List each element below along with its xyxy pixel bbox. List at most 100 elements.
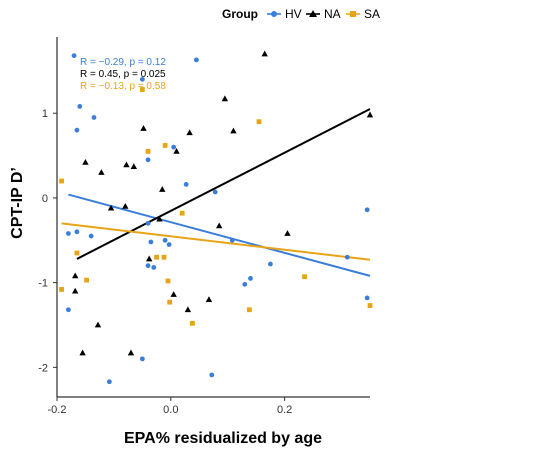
data-point-hv <box>91 115 97 120</box>
stat-annotation-hv: R = −0.29, p = 0.12 <box>80 57 166 68</box>
stat-annotation-na: R = 0.45, p = 0.025 <box>80 69 166 80</box>
data-point-hv <box>171 144 177 150</box>
data-point-na <box>107 204 115 211</box>
x-tick-label: 0.2 <box>277 404 292 416</box>
data-point-hv <box>71 53 77 59</box>
data-point-sa <box>154 254 159 260</box>
data-point-sa <box>256 119 262 125</box>
data-point-hv <box>77 104 83 109</box>
data-point-na <box>123 161 130 168</box>
data-point-na <box>72 287 79 294</box>
data-point-na <box>94 321 102 328</box>
y-tick-label: -2 <box>38 362 48 374</box>
y-axis-title: CPT-IP D’ <box>9 167 26 239</box>
data-point-hv <box>65 307 71 313</box>
legend-title: Group <box>222 7 258 21</box>
data-point-sa <box>167 299 173 305</box>
legend-label-hv: HV <box>285 7 302 21</box>
fit-line-sa <box>61 222 371 261</box>
legend: Group HV NA SA <box>222 7 380 21</box>
data-point-na <box>156 215 163 222</box>
legend-key-marker-sa <box>350 11 356 17</box>
data-point-hv <box>74 127 80 133</box>
legend-entry-sa: SA <box>346 7 380 21</box>
data-point-sa <box>165 278 171 284</box>
data-point-na <box>284 230 291 236</box>
data-point-na <box>205 296 213 302</box>
data-point-na <box>230 127 237 134</box>
data-point-hv <box>344 254 350 260</box>
fit-line-hv <box>68 193 371 277</box>
data-point-hv <box>145 157 151 163</box>
data-point-hv <box>268 261 273 267</box>
data-point-sa <box>145 148 151 154</box>
data-point-hv <box>106 379 112 385</box>
legend-label-na: NA <box>324 7 341 21</box>
data-point-hv <box>209 372 215 378</box>
data-point-na <box>215 222 223 229</box>
data-point-na <box>159 186 166 192</box>
data-point-hv <box>162 237 168 243</box>
data-point-hv <box>248 276 253 281</box>
data-points <box>59 50 374 385</box>
data-point-na <box>130 163 138 169</box>
x-ticks: -0.2 0.0 0.2 <box>48 397 292 416</box>
data-point-hv <box>74 229 80 235</box>
y-ticks: -2 -1 0 1 <box>38 108 57 374</box>
data-point-hv <box>229 237 235 243</box>
legend-entry-hv: HV <box>267 7 302 21</box>
data-point-sa <box>162 143 168 148</box>
data-point-hv <box>242 281 248 287</box>
data-point-hv <box>145 263 151 269</box>
data-point-na <box>140 125 147 131</box>
data-point-sa <box>74 250 80 256</box>
data-point-hv <box>139 76 145 82</box>
data-point-na <box>221 95 229 102</box>
y-tick-label: 0 <box>42 193 48 205</box>
axes <box>56 37 370 398</box>
data-point-hv <box>166 242 172 247</box>
data-point-na <box>72 272 79 279</box>
data-point-hv <box>364 295 370 301</box>
data-point-sa <box>84 277 89 283</box>
data-point-na <box>170 291 177 297</box>
x-tick-label: -0.2 <box>48 404 67 416</box>
data-point-na <box>186 129 193 136</box>
data-point-sa <box>367 303 373 308</box>
data-point-na <box>173 147 180 154</box>
data-point-na <box>145 255 153 262</box>
data-point-hv <box>148 239 154 245</box>
data-point-sa <box>139 87 145 92</box>
y-tick-label: -1 <box>38 278 48 290</box>
legend-label-sa: SA <box>364 7 380 21</box>
data-point-sa <box>190 320 195 326</box>
data-point-hv <box>145 220 151 226</box>
data-point-na <box>82 158 89 165</box>
data-point-hv <box>139 356 145 362</box>
legend-key-marker-na <box>309 10 317 17</box>
data-point-hv <box>183 181 189 187</box>
data-point-sa <box>302 274 307 280</box>
fit-lines <box>61 108 371 277</box>
x-tick-label: 0.0 <box>163 404 178 416</box>
data-point-hv <box>65 231 71 236</box>
data-point-hv <box>212 189 218 195</box>
data-point-hv <box>194 57 199 63</box>
fit-line-na <box>76 108 371 260</box>
legend-entry-na: NA <box>306 7 341 21</box>
legend-key-marker-hv <box>271 11 277 17</box>
data-point-na <box>261 50 268 57</box>
data-point-sa <box>59 178 64 184</box>
data-point-hv <box>364 207 370 213</box>
data-point-na <box>184 306 192 313</box>
data-point-sa <box>246 307 252 313</box>
y-tick-label: 1 <box>42 108 48 120</box>
data-point-hv <box>151 265 157 270</box>
data-point-na <box>122 203 129 209</box>
data-point-na <box>366 111 374 118</box>
data-point-na <box>127 349 135 356</box>
stat-annotations: R = −0.29, p = 0.12 R = 0.45, p = 0.025 … <box>80 57 166 92</box>
data-point-hv <box>88 233 94 239</box>
data-point-sa <box>59 287 64 292</box>
